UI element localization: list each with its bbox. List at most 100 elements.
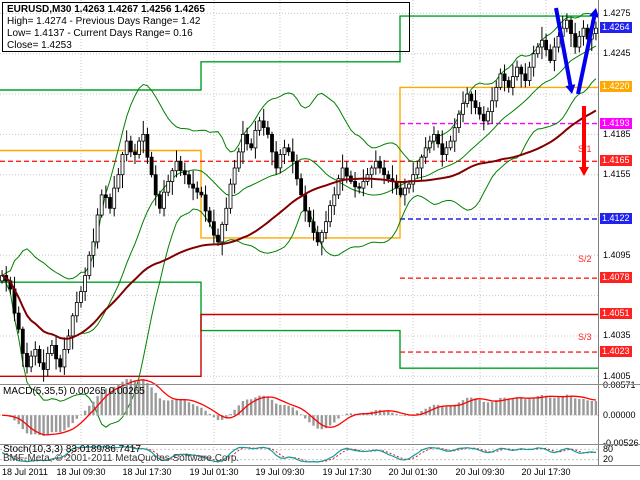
- candle-body: [37, 348, 42, 364]
- price-scale-label: 1.4275: [603, 8, 631, 18]
- candle-body: [128, 140, 133, 153]
- candle-body: [523, 73, 528, 82]
- pane-separator-stoch-axis[interactable]: [0, 465, 640, 466]
- candle-body: [569, 19, 573, 35]
- candle-body: [16, 312, 21, 330]
- candle-body: [79, 291, 83, 303]
- candle-body: [332, 194, 337, 207]
- candle-body: [124, 140, 129, 155]
- candle-body: [407, 183, 411, 189]
- candle-body: [378, 160, 382, 169]
- candle-body: [278, 154, 283, 169]
- candle-body: [137, 140, 142, 155]
- time-axis-label: 19 Jul 09:30: [255, 467, 305, 477]
- stoch-main-line: [1, 446, 597, 463]
- candle-body: [486, 111, 490, 122]
- candle-body: [432, 133, 436, 142]
- candle-body: [20, 328, 25, 354]
- time-axis-label: 18 Jul 17:30: [122, 467, 172, 477]
- price-tag: 1.4220: [600, 81, 632, 92]
- candle-body: [187, 174, 191, 185]
- candle-body: [232, 167, 237, 185]
- candle-body: [170, 170, 175, 182]
- candle-body: [195, 187, 200, 193]
- candle-body: [481, 113, 486, 122]
- candle-body: [465, 93, 470, 104]
- level-prev-low-step[interactable]: [0, 281, 598, 369]
- candle-body: [556, 35, 561, 48]
- price-scale-axis[interactable]: 1.4275 1.4264 1.4245 1.4220 1.4193 1.4185 1.41…: [598, 0, 640, 465]
- candle-body: [415, 167, 420, 176]
- candle-body: [303, 194, 308, 212]
- copyright-text: BMF-Meta, © 2001-2011 MetaQuotes Softwar…: [3, 453, 240, 464]
- close-line: Close= 1.4253: [7, 40, 72, 51]
- candle-body: [149, 156, 154, 176]
- bollinger-upper: [1, 12, 596, 280]
- price-tag: 1.4264: [600, 22, 632, 33]
- red-down-arrow[interactable]: [579, 106, 589, 176]
- level-support-step[interactable]: [0, 313, 598, 377]
- candle-body: [220, 223, 225, 243]
- candle-body: [153, 174, 158, 196]
- level-prev-high-step[interactable]: [0, 15, 598, 91]
- level-pivot-step[interactable]: [0, 86, 598, 239]
- candle-body: [515, 66, 519, 77]
- candle-body: [552, 46, 557, 61]
- price-tag: 1.4193: [600, 118, 632, 129]
- candle-body: [224, 207, 229, 225]
- candle-body: [274, 151, 279, 169]
- candle-body: [494, 87, 499, 102]
- candle-body: [548, 49, 553, 61]
- blue-down-arrow[interactable]: [554, 7, 576, 94]
- pane-separator-macd-stoch[interactable]: [0, 444, 640, 445]
- price-tag: 1.4122: [600, 213, 632, 224]
- blue-up-arrow[interactable]: [576, 8, 598, 95]
- candle-body: [444, 147, 449, 155]
- time-axis[interactable]: 18 Jul 2011 18 Jul 09:30 18 Jul 17:30 19 Ju…: [0, 467, 598, 480]
- candle-body: [29, 355, 34, 368]
- candle-body: [145, 133, 150, 158]
- candle-body: [33, 348, 38, 357]
- candle-body: [116, 174, 121, 189]
- price-scale-label: 1.4005: [603, 371, 631, 381]
- chart-plot-svg[interactable]: S/1S/2S/3: [0, 0, 598, 480]
- price-scale-label: 1.4035: [603, 330, 631, 340]
- pane-separator-main-macd[interactable]: [0, 384, 640, 385]
- candle-body: [382, 167, 387, 176]
- candle-body: [83, 275, 87, 293]
- candle-body: [581, 27, 586, 37]
- candle-body: [373, 160, 378, 169]
- candle-body: [133, 151, 137, 155]
- candle-body: [311, 221, 316, 233]
- price-scale-label: 1.4155: [603, 169, 631, 179]
- candle-body: [531, 53, 536, 68]
- candle-body: [510, 76, 515, 88]
- candle-body: [174, 160, 179, 172]
- candle-body: [265, 127, 270, 135]
- macd-indicator-label: MACD(5,35,5) 0.00265 0.00265: [3, 386, 145, 397]
- candle-body: [286, 147, 291, 153]
- candle-body: [448, 140, 453, 149]
- price-tag: 1.4078: [600, 272, 632, 283]
- low-range-line: Low= 1.4137 - Current Days Range= 0.16: [7, 28, 193, 39]
- candle-body: [461, 103, 465, 115]
- candle-body: [58, 358, 63, 368]
- support-label: S/3: [578, 332, 592, 342]
- candle-body: [440, 143, 445, 156]
- stoch-scale-label: 80: [603, 444, 614, 454]
- candle-body: [50, 344, 54, 354]
- bollinger-lower: [1, 78, 597, 428]
- candle-body: [25, 352, 29, 368]
- time-axis-label: 20 Jul 01:30: [388, 467, 438, 477]
- quote-info-box: EURUSD,M30 1.4263 1.4267 1.4256 1.4265 H…: [2, 2, 410, 52]
- candle-body: [544, 39, 548, 51]
- candle-body: [369, 167, 374, 176]
- candle-body: [336, 178, 341, 196]
- price-scale-label: 1.4185: [603, 129, 631, 139]
- candle-body: [398, 187, 403, 196]
- price-tag: 1.4165: [600, 155, 632, 166]
- candle-body: [477, 107, 482, 115]
- time-axis-label: 18 Jul 2011: [2, 467, 48, 477]
- candle-body: [87, 254, 92, 276]
